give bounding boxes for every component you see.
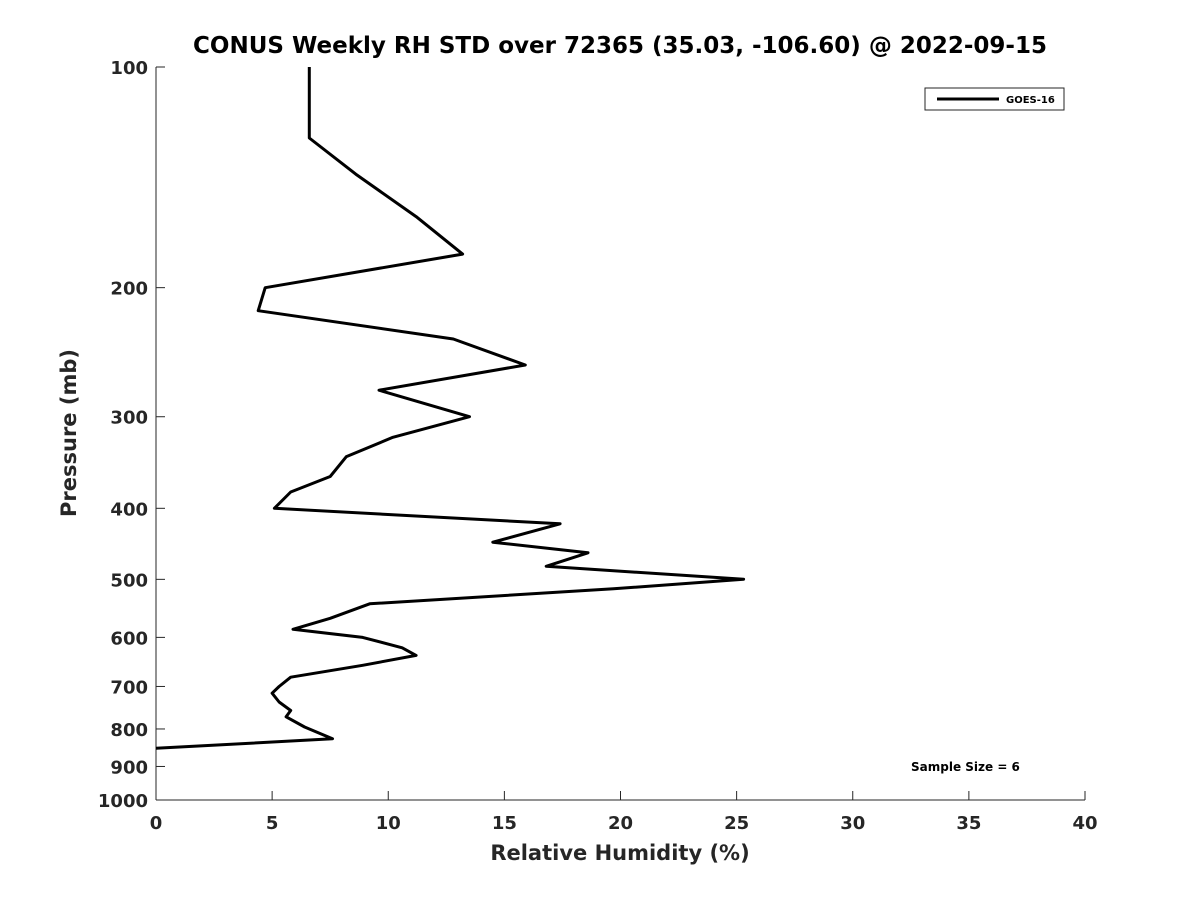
y-tick-label: 1000 xyxy=(98,791,148,812)
y-tick-label: 900 xyxy=(110,757,148,778)
x-tick-label: 35 xyxy=(956,813,981,834)
y-tick-label: 300 xyxy=(110,408,148,429)
x-tick-label: 5 xyxy=(266,813,279,834)
y-tick-label: 100 xyxy=(110,58,148,79)
x-tick-label: 20 xyxy=(608,813,633,834)
y-tick-label: 600 xyxy=(110,628,148,649)
legend: GOES-16 xyxy=(924,87,1065,111)
x-axis-ticks: 0 5 10 15 20 25 30 35 40 xyxy=(150,791,1098,834)
y-axis-ticks: 100 200 300 400 500 600 700 800 900 1000 xyxy=(98,58,165,812)
series-line-goes-16 xyxy=(155,67,746,750)
y-tick-label: 200 xyxy=(110,279,148,300)
legend-label-goes-16: GOES-16 xyxy=(1006,95,1055,106)
x-tick-label: 10 xyxy=(376,813,401,834)
y-tick-label: 700 xyxy=(110,677,148,698)
plot-area xyxy=(155,67,1085,801)
y-tick-label: 400 xyxy=(110,499,148,520)
x-tick-label: 15 xyxy=(492,813,517,834)
chart-title: CONUS Weekly RH STD over 72365 (35.03, -… xyxy=(193,33,1047,59)
sample-size-annotation: Sample Size = 6 xyxy=(911,760,1020,774)
x-tick-label: 30 xyxy=(840,813,865,834)
y-tick-label: 500 xyxy=(110,570,148,591)
y-tick-label: 800 xyxy=(110,720,148,741)
x-tick-label: 25 xyxy=(724,813,749,834)
y-axis-label: Pressure (mb) xyxy=(57,349,81,517)
series-layer xyxy=(155,67,746,750)
x-axis-label: Relative Humidity (%) xyxy=(490,841,749,865)
x-tick-label: 0 xyxy=(150,813,163,834)
x-tick-label: 40 xyxy=(1072,813,1097,834)
